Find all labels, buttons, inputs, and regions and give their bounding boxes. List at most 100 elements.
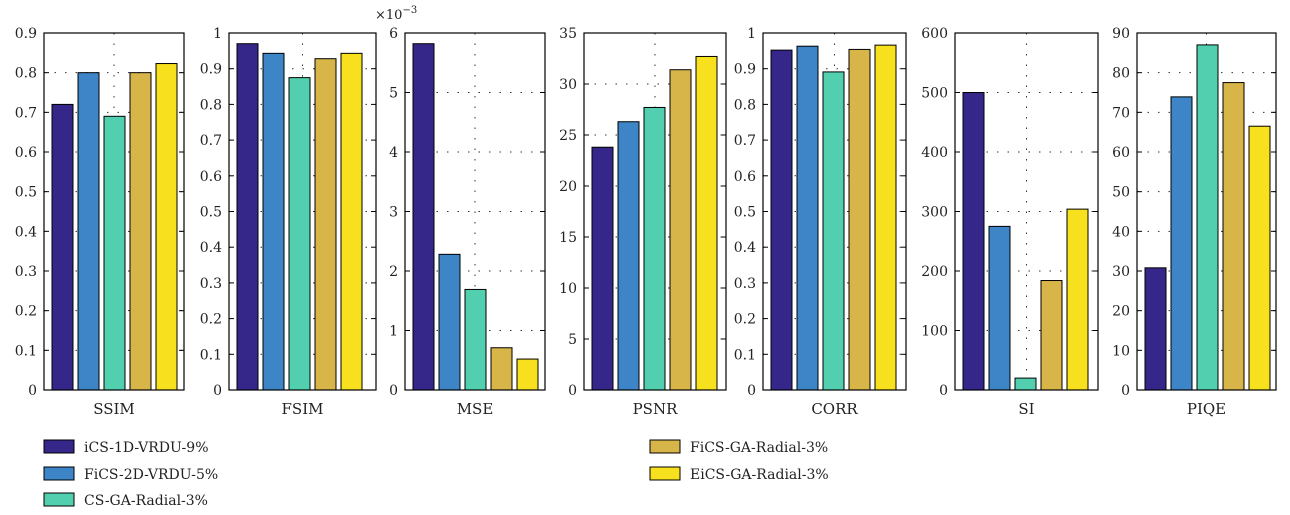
- bar-ssim-4: [129, 72, 152, 391]
- legend-item: iCS-1D-VRDU-9%: [43, 439, 209, 456]
- y-tick-label: 0: [28, 383, 37, 399]
- legend-label: iCS-1D-VRDU-9%: [84, 440, 209, 456]
- bar-corr-1: [770, 49, 793, 391]
- panel-psnr: 0 5 10 15 20 25 30 35 PSNR: [559, 26, 727, 418]
- legend-swatch: [43, 466, 75, 481]
- bar-mse-1: [412, 43, 435, 391]
- y-tick-label: 500: [921, 86, 948, 102]
- axes-frame: [43, 32, 185, 391]
- y-tick-label: 6: [389, 26, 398, 42]
- x-axis-label: SSIM: [93, 400, 135, 418]
- y-tick-label: 0.8: [15, 66, 37, 82]
- y-tick-label: 0.2: [200, 312, 222, 328]
- axes-frame: [1136, 32, 1277, 391]
- legend-swatch: [649, 439, 681, 454]
- x-axis-label: PIQE: [1187, 400, 1226, 418]
- bar-si-2: [988, 225, 1011, 391]
- legend-item: FiCS-2D-VRDU-5%: [43, 466, 218, 483]
- x-axis-label: PSNR: [633, 400, 678, 418]
- panel-si: 0 100 200 300 400 500 600 SI: [921, 26, 1099, 418]
- legend-item: FiCS-GA-Radial-3%: [649, 439, 828, 456]
- bar-ssim-1: [51, 103, 74, 391]
- y-tick-label: 0.9: [15, 26, 37, 42]
- bar-psnr-4: [669, 69, 692, 391]
- y-exponent-label: ×10−3: [375, 5, 417, 23]
- bar-fsim-5: [340, 52, 363, 391]
- legend-swatch: [43, 439, 75, 454]
- bar-corr-5: [874, 44, 897, 391]
- y-tick-label: 0.6: [200, 169, 222, 185]
- y-tick-label: 30: [1112, 264, 1130, 280]
- y-tick-label: 0.5: [200, 205, 222, 221]
- y-tick-label: 5: [389, 86, 398, 102]
- legend-item: EiCS-GA-Radial-3%: [649, 466, 829, 483]
- y-tick-label: 0.1: [15, 343, 37, 359]
- y-tick-label: 0.1: [200, 347, 222, 363]
- x-axis-label: CORR: [811, 400, 858, 418]
- bar-mse-5: [516, 358, 539, 391]
- y-tick-label: 1: [389, 324, 398, 340]
- bar-mse-4: [490, 347, 513, 391]
- y-tick-label: 10: [1112, 343, 1130, 359]
- bar-mse-3: [464, 288, 487, 391]
- axes-frame: [583, 32, 727, 391]
- legend-label: EiCS-GA-Radial-3%: [690, 467, 829, 483]
- y-tick-label: 50: [1112, 185, 1130, 201]
- y-tick-label: 300: [921, 205, 948, 221]
- legend-swatch: [43, 492, 75, 507]
- panel-piqe: 0 10 20 30 40 50 60 70 80 90 PIQE: [1112, 26, 1277, 418]
- y-tick-label: 80: [1112, 66, 1130, 82]
- y-tick-label: 70: [1112, 105, 1130, 121]
- y-tick-label: 0.9: [734, 62, 756, 78]
- y-tick-label: 0.7: [734, 133, 756, 149]
- y-tick-label: 0: [939, 383, 948, 399]
- legend: iCS-1D-VRDU-9% FiCS-2D-VRDU-5% CS-GA-Radia…: [43, 439, 829, 509]
- bar-piqe-5: [1248, 125, 1271, 391]
- y-tick-label: 0.6: [734, 169, 756, 185]
- y-tick-label: 0: [568, 383, 577, 399]
- y-tick-label: 90: [1112, 26, 1130, 42]
- legend-item: CS-GA-Radial-3%: [43, 492, 208, 509]
- y-tick-label: 0.2: [15, 304, 37, 320]
- y-tick-label: 0.3: [200, 276, 222, 292]
- bar-psnr-5: [695, 55, 718, 391]
- bar-fsim-3: [288, 77, 311, 391]
- y-tick-label: 0.8: [734, 97, 756, 113]
- y-tick-label: 0: [1121, 383, 1130, 399]
- y-tick-label: 0.5: [15, 185, 37, 201]
- y-tick-label: 60: [1112, 145, 1130, 161]
- y-tick-label: 0.4: [200, 240, 222, 256]
- bar-psnr-1: [591, 146, 614, 391]
- y-tick-label: 25: [559, 128, 577, 144]
- bar-si-3: [1014, 377, 1037, 391]
- panel-fsim: 0 0.1 0.2 0.3 0.4 0.5 0.6 0.7 0.8 0.9 1 FSIM: [200, 26, 377, 418]
- bar-corr-4: [848, 48, 871, 391]
- y-tick-label: 0.9: [200, 62, 222, 78]
- y-tick-label: 4: [389, 145, 398, 161]
- y-tick-label: 0.8: [200, 97, 222, 113]
- bar-corr-2: [796, 45, 819, 391]
- y-tick-label: 0.7: [200, 133, 222, 149]
- y-tick-label: 0.2: [734, 312, 756, 328]
- bar-piqe-2: [1170, 96, 1193, 391]
- legend-label: CS-GA-Radial-3%: [84, 493, 208, 509]
- bar-mse-2: [438, 253, 461, 391]
- bar-psnr-2: [617, 121, 640, 391]
- y-tick-label: 30: [559, 77, 577, 93]
- panel-corr: 0 0.1 0.2 0.3 0.4 0.5 0.6 0.7 0.8 0.9 1 CORR: [734, 26, 907, 418]
- x-axis-label: FSIM: [282, 400, 324, 418]
- x-axis-label: SI: [1018, 400, 1034, 418]
- y-tick-label: 3: [389, 205, 398, 221]
- y-tick-label: 0.4: [15, 224, 37, 240]
- y-tick-label: 200: [921, 264, 948, 280]
- y-tick-label: 1: [747, 26, 756, 42]
- bar-piqe-3: [1196, 44, 1219, 391]
- y-tick-label: 100: [921, 324, 948, 340]
- y-tick-label: 35: [559, 26, 577, 42]
- bar-si-4: [1040, 280, 1063, 391]
- y-tick-label: 10: [559, 281, 577, 297]
- y-tick-label: 0.6: [15, 145, 37, 161]
- bar-fsim-2: [262, 52, 285, 391]
- y-tick-label: 0.5: [734, 205, 756, 221]
